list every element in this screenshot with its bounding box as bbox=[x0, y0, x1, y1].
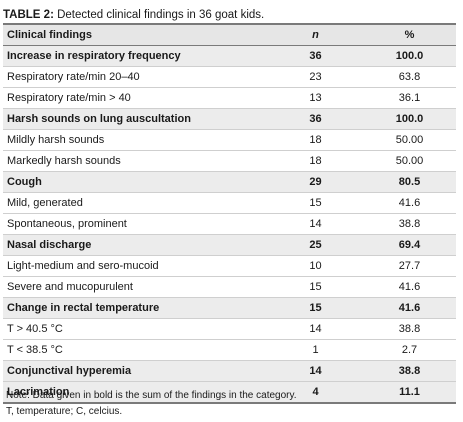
count-cell: 10 bbox=[268, 255, 363, 277]
table-row-category: Harsh sounds on lung auscultation 36 100.0 bbox=[3, 108, 456, 130]
table-row-category: Increase in respiratory frequency 36 100.0 bbox=[3, 45, 456, 67]
finding-cell: Severe and mucopurulent bbox=[3, 276, 268, 298]
table-row: Markedly harsh sounds 18 50.00 bbox=[3, 150, 456, 172]
percent-cell: 41.6 bbox=[363, 192, 456, 214]
percent-cell: 50.00 bbox=[363, 129, 456, 151]
table-row-category: Lacrimation 4 11.1 bbox=[3, 381, 456, 404]
finding-cell: Cough bbox=[3, 171, 268, 193]
table-abbreviations: T, temperature; C, celcius. bbox=[6, 406, 123, 417]
percent-cell: 2.7 bbox=[363, 339, 456, 361]
header-clinical-findings: Clinical findings bbox=[3, 23, 268, 46]
count-cell: 14 bbox=[268, 213, 363, 235]
count-cell: 13 bbox=[268, 87, 363, 109]
count-cell: 36 bbox=[268, 45, 363, 67]
table-row: Light-medium and sero-mucoid 10 27.7 bbox=[3, 255, 456, 277]
finding-cell: Harsh sounds on lung auscultation bbox=[3, 108, 268, 130]
finding-cell: Respiratory rate/min > 40 bbox=[3, 87, 268, 109]
finding-cell: Light-medium and sero-mucoid bbox=[3, 255, 268, 277]
percent-cell: 69.4 bbox=[363, 234, 456, 256]
finding-cell: T < 38.5 °C bbox=[3, 339, 268, 361]
finding-cell: Mild, generated bbox=[3, 192, 268, 214]
finding-cell: Change in rectal temperature bbox=[3, 297, 268, 319]
count-cell: 36 bbox=[268, 108, 363, 130]
count-cell: 25 bbox=[268, 234, 363, 256]
table-row: Severe and mucopurulent 15 41.6 bbox=[3, 276, 456, 298]
header-percent: % bbox=[363, 23, 456, 46]
table-header: Clinical findings n % bbox=[3, 23, 456, 46]
percent-cell: 100.0 bbox=[363, 108, 456, 130]
table-body: Increase in respiratory frequency 36 100.0… bbox=[3, 45, 456, 404]
table-caption-label: TABLE 2: bbox=[3, 9, 54, 21]
percent-cell: 50.00 bbox=[363, 150, 456, 172]
count-cell: 4 bbox=[268, 381, 363, 404]
table-row-category: Conjunctival hyperemia 14 38.8 bbox=[3, 360, 456, 382]
count-cell: 23 bbox=[268, 66, 363, 88]
count-cell: 29 bbox=[268, 171, 363, 193]
finding-cell: Spontaneous, prominent bbox=[3, 213, 268, 235]
count-cell: 15 bbox=[268, 276, 363, 298]
percent-cell: 41.6 bbox=[363, 297, 456, 319]
finding-cell: Conjunctival hyperemia bbox=[3, 360, 268, 382]
table-row: Respiratory rate/min > 40 13 36.1 bbox=[3, 87, 456, 109]
finding-cell: Nasal discharge bbox=[3, 234, 268, 256]
count-cell: 15 bbox=[268, 192, 363, 214]
percent-cell: 38.8 bbox=[363, 213, 456, 235]
table-row: T < 38.5 °C 1 2.7 bbox=[3, 339, 456, 361]
table-caption-text: Detected clinical findings in 36 goat ki… bbox=[53, 9, 265, 21]
percent-cell: 38.8 bbox=[363, 318, 456, 340]
count-cell: 1 bbox=[268, 339, 363, 361]
table-note: Note: Data given in bold is the sum of t… bbox=[6, 390, 297, 401]
table-header-row: Clinical findings n % bbox=[3, 23, 456, 46]
finding-cell: Lacrimation bbox=[3, 381, 268, 404]
table-caption: TABLE 2: Detected clinical findings in 3… bbox=[0, 6, 463, 24]
finding-cell: Increase in respiratory frequency bbox=[3, 45, 268, 67]
percent-cell: 38.8 bbox=[363, 360, 456, 382]
clinical-findings-table: Clinical findings n % Increase in respir… bbox=[3, 23, 456, 404]
finding-cell: Respiratory rate/min 20–40 bbox=[3, 66, 268, 88]
count-cell: 18 bbox=[268, 150, 363, 172]
percent-cell: 41.6 bbox=[363, 276, 456, 298]
percent-cell: 63.8 bbox=[363, 66, 456, 88]
percent-cell: 100.0 bbox=[363, 45, 456, 67]
header-n: n bbox=[268, 23, 363, 46]
table-row: Mildly harsh sounds 18 50.00 bbox=[3, 129, 456, 151]
table-row-category: Cough 29 80.5 bbox=[3, 171, 456, 193]
table-row: Mild, generated 15 41.6 bbox=[3, 192, 456, 214]
count-cell: 15 bbox=[268, 297, 363, 319]
count-cell: 18 bbox=[268, 129, 363, 151]
percent-cell: 80.5 bbox=[363, 171, 456, 193]
count-cell: 14 bbox=[268, 318, 363, 340]
finding-cell: Markedly harsh sounds bbox=[3, 150, 268, 172]
table-row: Respiratory rate/min 20–40 23 63.8 bbox=[3, 66, 456, 88]
percent-cell: 36.1 bbox=[363, 87, 456, 109]
count-cell: 14 bbox=[268, 360, 363, 382]
table-row-category: Nasal discharge 25 69.4 bbox=[3, 234, 456, 256]
finding-cell: T > 40.5 °C bbox=[3, 318, 268, 340]
percent-cell: 11.1 bbox=[363, 381, 456, 404]
percent-cell: 27.7 bbox=[363, 255, 456, 277]
table-row-category: Change in rectal temperature 15 41.6 bbox=[3, 297, 456, 319]
table-row: Spontaneous, prominent 14 38.8 bbox=[3, 213, 456, 235]
finding-cell: Mildly harsh sounds bbox=[3, 129, 268, 151]
table-row: T > 40.5 °C 14 38.8 bbox=[3, 318, 456, 340]
